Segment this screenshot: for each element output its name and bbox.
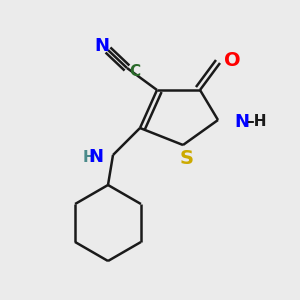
Text: H: H	[82, 149, 95, 164]
Text: N: N	[234, 113, 249, 131]
Text: C: C	[129, 64, 141, 80]
Text: S: S	[180, 149, 194, 169]
Text: N: N	[94, 37, 110, 55]
Text: –H: –H	[246, 115, 266, 130]
Text: N: N	[88, 148, 103, 166]
Text: O: O	[224, 52, 240, 70]
